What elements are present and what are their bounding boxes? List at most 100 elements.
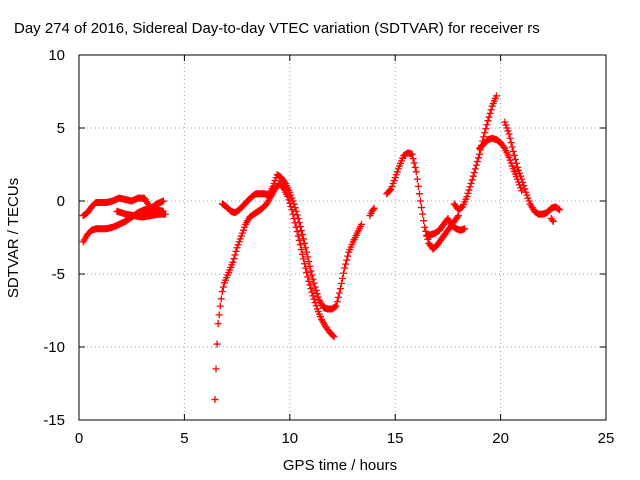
interpolated-point-marker — [466, 183, 474, 191]
interpolated-point-marker — [508, 143, 516, 151]
data-point-marker — [212, 365, 220, 373]
data-point-marker — [292, 223, 300, 231]
data-point-marker — [211, 396, 219, 404]
data-point-marker — [476, 150, 484, 158]
interpolated-point-marker — [298, 250, 306, 258]
data-point-marker — [213, 340, 221, 348]
interpolated-point-marker — [344, 252, 352, 260]
y-tick-label: -10 — [43, 339, 65, 356]
series-7 — [423, 215, 469, 240]
interpolated-point-marker — [292, 207, 300, 215]
chart-title: Day 274 of 2016, Sidereal Day-to-day VTE… — [14, 20, 540, 37]
interpolated-point-marker — [419, 210, 427, 218]
data-point-marker — [159, 197, 167, 205]
interpolated-point-marker — [422, 227, 430, 235]
interpolated-point-marker — [306, 281, 314, 289]
data-point-marker — [461, 225, 469, 233]
interpolated-point-marker — [313, 290, 321, 298]
y-axis-title: SDTVAR / TECUs — [5, 178, 22, 298]
data-point-marker — [284, 193, 292, 201]
interpolated-point-marker — [340, 269, 348, 277]
x-tick-label: 0 — [75, 430, 83, 447]
data-point-marker — [509, 147, 517, 155]
interpolated-point-marker — [483, 121, 491, 129]
interpolated-point-marker — [281, 178, 289, 186]
x-tick-label: 20 — [492, 430, 509, 447]
interpolated-point-marker — [302, 264, 310, 272]
interpolated-point-marker — [293, 228, 301, 236]
series-4 — [218, 171, 365, 313]
x-tick-label: 10 — [281, 430, 298, 447]
interpolated-point-marker — [485, 113, 493, 121]
series-5 — [366, 204, 378, 220]
data-point-marker — [330, 333, 338, 341]
interpolated-point-marker — [486, 109, 494, 117]
interpolated-point-marker — [217, 295, 225, 303]
data-point-marker — [341, 264, 349, 272]
interpolated-point-marker — [301, 239, 309, 247]
interpolated-point-marker — [511, 155, 519, 163]
interpolated-point-marker — [470, 169, 478, 177]
interpolated-point-marker — [453, 213, 461, 221]
interpolated-point-marker — [295, 236, 303, 244]
data-point-marker — [303, 248, 311, 256]
data-point-marker — [480, 133, 488, 141]
data-point-marker — [556, 206, 564, 214]
series-3 — [211, 179, 338, 404]
interpolated-point-marker — [414, 182, 422, 190]
data-point-marker — [307, 267, 315, 275]
interpolated-point-marker — [293, 211, 301, 219]
series-11 — [547, 215, 557, 225]
data-point-marker — [298, 231, 306, 239]
interpolated-point-marker — [413, 175, 421, 183]
interpolated-point-marker — [294, 232, 302, 240]
data-point-marker — [216, 302, 224, 310]
interpolated-point-marker — [300, 255, 308, 263]
data-point-marker — [305, 277, 313, 285]
interpolated-point-marker — [296, 223, 304, 231]
data-point-marker — [467, 179, 475, 187]
x-axis-title: GPS time / hours — [283, 457, 397, 474]
data-point-marker — [332, 302, 340, 310]
plot-frame — [78, 54, 607, 421]
interpolated-point-marker — [465, 186, 473, 194]
interpolated-point-marker — [510, 151, 518, 159]
interpolated-point-marker — [308, 288, 316, 296]
interpolated-point-marker — [308, 271, 316, 279]
data-point-marker — [421, 223, 429, 231]
data-point-marker — [214, 320, 222, 328]
data-point-marker — [412, 168, 420, 176]
interpolated-point-marker — [333, 298, 341, 306]
interpolated-point-marker — [329, 332, 337, 340]
data-point-marker — [301, 260, 309, 268]
data-point-marker — [357, 220, 365, 228]
interpolated-point-marker — [500, 143, 508, 151]
interpolated-point-marker — [521, 185, 529, 193]
interpolated-point-marker — [342, 260, 350, 268]
y-tick-label: -5 — [52, 266, 65, 283]
series-8 — [450, 92, 500, 214]
interpolated-point-marker — [474, 154, 482, 162]
interpolated-point-marker — [314, 293, 322, 301]
interpolated-point-marker — [335, 289, 343, 297]
interpolated-point-marker — [219, 283, 227, 291]
interpolated-point-marker — [469, 172, 477, 180]
data-point-marker — [492, 92, 500, 100]
interpolated-point-marker — [520, 182, 528, 190]
interpolated-point-marker — [312, 302, 320, 310]
interpolated-point-marker — [232, 247, 240, 255]
data-point-marker — [218, 288, 226, 296]
y-tick-label: 0 — [57, 193, 65, 210]
data-point-marker — [505, 130, 513, 138]
data-point-marker — [311, 283, 319, 291]
series-9 — [476, 134, 526, 195]
interpolated-point-marker — [472, 161, 480, 169]
interpolated-point-marker — [519, 178, 527, 186]
interpolated-point-marker — [481, 129, 489, 137]
interpolated-point-marker — [415, 190, 423, 198]
interpolated-point-marker — [507, 139, 515, 147]
interpolated-point-marker — [300, 235, 308, 243]
data-point-marker — [161, 210, 169, 218]
x-tick-label: 15 — [387, 430, 404, 447]
